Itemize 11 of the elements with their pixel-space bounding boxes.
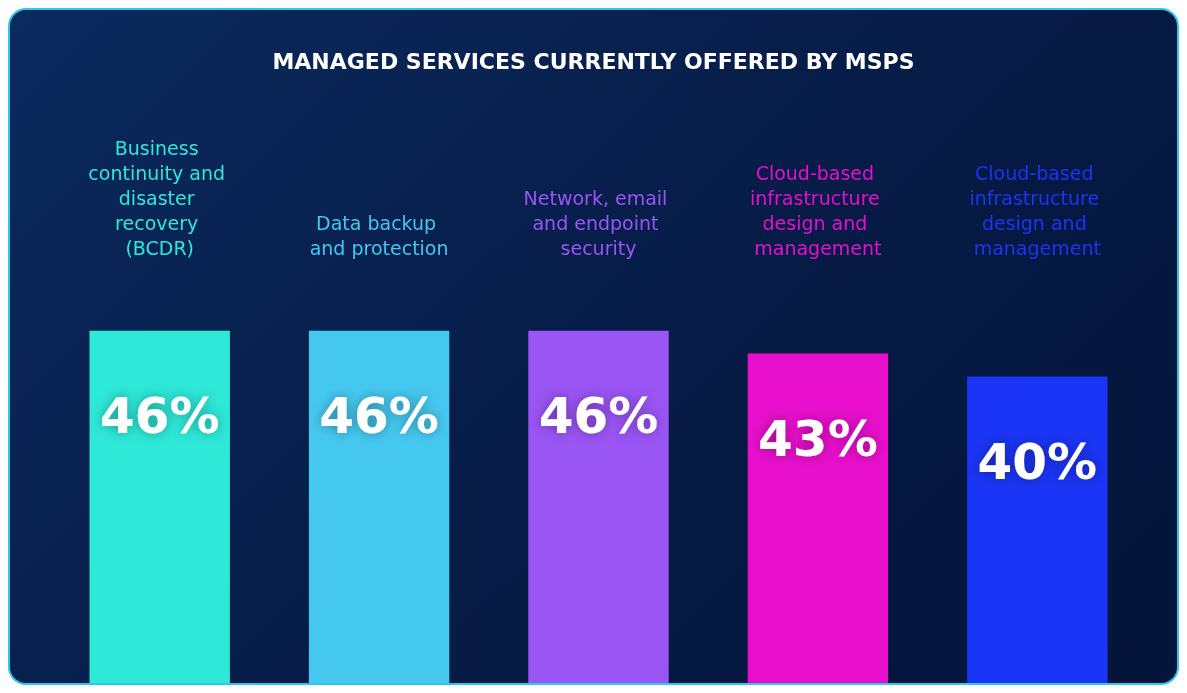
x-tick-label: Cloud-based infrastructure design and management [969, 161, 1106, 259]
x-tick-label: Cloud-based infrastructure design and management [750, 161, 886, 259]
x-tick-label: Data backup and protection [309, 211, 449, 259]
chart-title: MANAGED SERVICES CURRENTLY OFFERED BY MSPS [272, 48, 915, 74]
x-tick-label: Network, email and endpoint security [523, 186, 674, 259]
data-label: 43% [758, 409, 878, 468]
data-label: 46% [99, 386, 220, 445]
data-label: 46% [319, 386, 439, 445]
x-tick-label: Business continuity and disaster recovery (BCDR) [88, 136, 232, 259]
data-label: 46% [538, 386, 659, 445]
data-label: 40% [977, 432, 1098, 491]
